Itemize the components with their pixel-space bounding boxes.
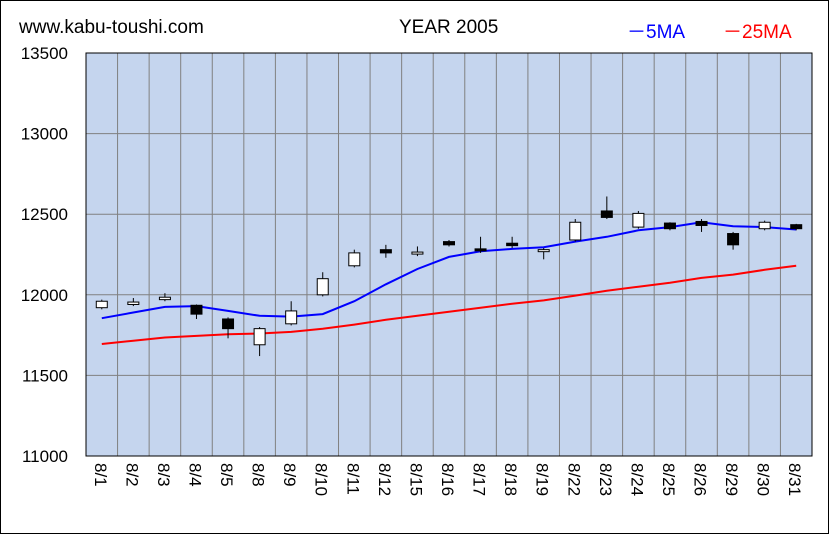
candle-body bbox=[632, 212, 645, 228]
candle-body bbox=[127, 301, 140, 305]
x-tick-label: 8/26 bbox=[691, 463, 710, 496]
legend-25ma: －25MA bbox=[723, 22, 792, 43]
y-tick-label: 12500 bbox=[21, 205, 68, 224]
x-tick-label: 8/8 bbox=[249, 463, 268, 487]
x-tick-label: 8/10 bbox=[312, 463, 331, 496]
y-tick-label: 12000 bbox=[21, 286, 68, 305]
candle-body bbox=[569, 221, 582, 241]
x-tick-label: 8/16 bbox=[438, 463, 457, 496]
candle-body bbox=[411, 251, 424, 255]
candle-body bbox=[348, 252, 361, 267]
x-tick-label: 8/29 bbox=[722, 463, 741, 496]
ma25-line bbox=[101, 264, 797, 345]
x-tick-label: 8/30 bbox=[754, 463, 773, 496]
candle-body bbox=[190, 304, 203, 315]
x-tick-label: 8/24 bbox=[627, 463, 646, 496]
x-tick-label: 8/23 bbox=[596, 463, 615, 496]
candle-body bbox=[253, 328, 266, 346]
candle-body bbox=[158, 296, 171, 301]
ma5-line bbox=[101, 221, 797, 320]
x-tick-label: 8/18 bbox=[501, 463, 520, 496]
x-tick-label: 8/2 bbox=[122, 463, 141, 487]
candle-body bbox=[316, 278, 329, 296]
candle-body bbox=[379, 249, 392, 254]
candle-body bbox=[537, 249, 550, 253]
x-tick-label: 8/22 bbox=[564, 463, 583, 496]
y-tick-label: 11500 bbox=[22, 366, 68, 385]
x-tick-label: 8/17 bbox=[470, 463, 489, 496]
x-tick-label: 8/1 bbox=[91, 463, 110, 487]
chart-title: YEAR 2005 bbox=[399, 17, 499, 38]
y-tick-label: 13000 bbox=[21, 125, 68, 144]
x-tick-label: 8/3 bbox=[154, 463, 173, 487]
plot-frame bbox=[85, 52, 813, 457]
x-tick-label: 8/19 bbox=[533, 463, 552, 496]
y-tick-label: 13500 bbox=[21, 44, 68, 63]
x-tick-label: 8/5 bbox=[217, 463, 236, 487]
candle-body bbox=[474, 248, 487, 252]
candle-body bbox=[790, 224, 803, 230]
candle-body bbox=[285, 310, 298, 325]
x-tick-label: 8/15 bbox=[406, 463, 425, 496]
x-tick-label: 8/11 bbox=[343, 463, 362, 495]
site-label: www.kabu-toushi.com bbox=[19, 17, 204, 38]
candle-body bbox=[95, 300, 108, 309]
candle-body bbox=[727, 233, 740, 246]
legend-5ma: －5MA bbox=[627, 22, 686, 43]
x-tick-label: 8/12 bbox=[375, 463, 394, 496]
candle-body bbox=[758, 221, 771, 230]
candle-body bbox=[600, 210, 613, 218]
plot-area bbox=[85, 52, 813, 457]
candle-body bbox=[443, 241, 455, 246]
candle-body bbox=[222, 318, 235, 330]
x-tick-label: 8/9 bbox=[280, 463, 299, 487]
x-tick-label: 8/4 bbox=[185, 463, 204, 487]
y-tick-label: 11000 bbox=[22, 447, 68, 466]
candle-body bbox=[663, 222, 676, 230]
candle-body bbox=[695, 220, 708, 226]
candle-body bbox=[506, 242, 519, 247]
x-tick-label: 8/31 bbox=[785, 463, 804, 496]
x-tick-label: 8/25 bbox=[659, 463, 678, 496]
